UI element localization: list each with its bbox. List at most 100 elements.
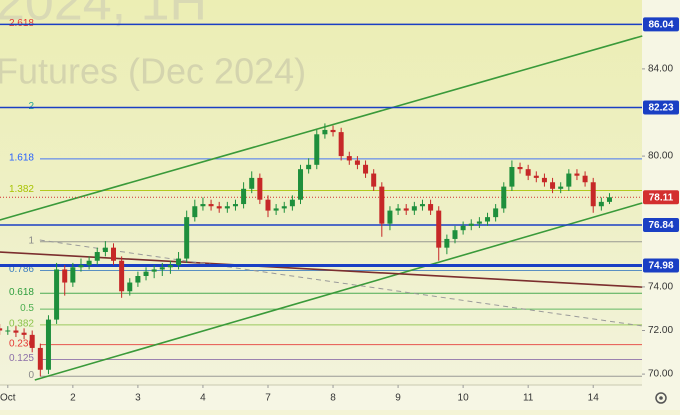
fib-label: 2 xyxy=(28,101,34,112)
price-label-box xyxy=(643,100,679,115)
candle-body xyxy=(330,129,336,133)
candle-body xyxy=(21,332,27,335)
candle-body xyxy=(598,201,604,207)
candle-body xyxy=(444,238,450,248)
candle-body xyxy=(509,166,515,187)
candle-body xyxy=(525,169,531,176)
watermark: 2024, 1H xyxy=(0,0,207,32)
candle-body xyxy=(354,160,360,165)
candle-body xyxy=(566,173,572,187)
x-tick-label: 10 xyxy=(458,393,470,404)
price-label: 78.11 xyxy=(649,192,674,203)
candle-body xyxy=(395,208,401,211)
candle-body xyxy=(151,269,157,272)
candle-body xyxy=(249,177,255,189)
trendline xyxy=(0,251,643,288)
y-tick-label: 72.00 xyxy=(648,325,673,336)
settings-icon[interactable] xyxy=(655,392,667,404)
price-label-box xyxy=(643,17,679,32)
fib-label: 0.618 xyxy=(9,287,34,298)
trendline xyxy=(39,239,643,327)
price-label: 82.23 xyxy=(648,103,673,114)
candle-body xyxy=(550,182,556,189)
x-tick-label: 7 xyxy=(265,393,271,404)
price-label-box xyxy=(643,190,679,205)
watermark: Futures (Dec 2024) xyxy=(0,51,306,92)
x-tick-label: 11 xyxy=(523,393,534,404)
candle-body xyxy=(54,269,60,320)
trendline xyxy=(0,35,643,221)
price-label: 76.84 xyxy=(648,220,673,231)
x-tick-label: 8 xyxy=(330,393,336,404)
candle-body xyxy=(94,252,100,261)
fib-label: 0 xyxy=(28,370,34,381)
candle-body xyxy=(582,175,588,183)
candle-body xyxy=(419,204,425,207)
candle-body xyxy=(306,164,312,170)
candle-body xyxy=(224,206,230,209)
candle-body xyxy=(322,129,328,135)
candle-body xyxy=(468,223,474,226)
candle-body xyxy=(37,347,43,370)
candle-body xyxy=(314,134,320,165)
fib-label: 0.125 xyxy=(9,353,34,364)
price-label-box xyxy=(643,258,679,273)
candle-body xyxy=(159,267,165,270)
candle-body xyxy=(298,169,304,200)
candle-body xyxy=(111,247,117,261)
candle-body xyxy=(135,275,141,283)
candle-body xyxy=(200,204,206,207)
candle-body xyxy=(590,182,596,207)
candle-body xyxy=(119,260,125,292)
price-label: 86.04 xyxy=(648,20,673,31)
candle-body xyxy=(62,269,68,283)
candle-body xyxy=(70,267,76,283)
candle-body xyxy=(265,199,271,211)
candle-body xyxy=(289,199,295,207)
fib-label: 2.618 xyxy=(9,18,34,29)
fib-label: 1.382 xyxy=(9,184,34,195)
candle-body xyxy=(485,217,491,222)
candle-body xyxy=(574,173,580,176)
candle-body xyxy=(257,177,263,200)
candle-body xyxy=(208,204,214,207)
candle-body xyxy=(371,173,377,187)
candle-body xyxy=(387,210,393,224)
candle-body xyxy=(167,265,173,268)
plot-background xyxy=(0,0,642,385)
candle-body xyxy=(192,206,198,218)
candle-body xyxy=(558,186,564,189)
x-tick-label: 3 xyxy=(135,393,141,404)
fib-label: 1 xyxy=(28,235,34,246)
x-tick-label: 4 xyxy=(200,393,206,404)
candle-body xyxy=(232,204,238,207)
candle-body xyxy=(13,330,19,333)
candle-body xyxy=(493,208,499,218)
candle-body xyxy=(241,188,247,205)
candle-body xyxy=(0,328,3,331)
price-label-box xyxy=(643,217,679,232)
candle-body xyxy=(29,334,35,348)
candle-body xyxy=(45,319,51,370)
candle-body xyxy=(460,225,466,231)
candle-body xyxy=(86,260,92,266)
candle-body xyxy=(541,177,547,183)
candle-body xyxy=(5,330,11,332)
candle-body xyxy=(78,265,84,268)
fib-label: 1.618 xyxy=(9,153,34,164)
fib-label: 0.786 xyxy=(9,264,34,275)
x-tick-label: Oct xyxy=(0,393,16,404)
y-tick-label: 74.00 xyxy=(648,282,673,293)
candle-body xyxy=(338,132,344,157)
candle-body xyxy=(436,210,442,248)
fib-label: 0.382 xyxy=(9,318,34,329)
candle-body xyxy=(184,217,190,259)
axis-background xyxy=(0,385,642,410)
candle-body xyxy=(216,206,222,209)
candle-body xyxy=(273,208,279,211)
candle-body xyxy=(379,186,385,224)
candle-body xyxy=(501,186,507,209)
y-tick-label: 84.00 xyxy=(648,64,673,75)
candle-body xyxy=(403,208,409,211)
